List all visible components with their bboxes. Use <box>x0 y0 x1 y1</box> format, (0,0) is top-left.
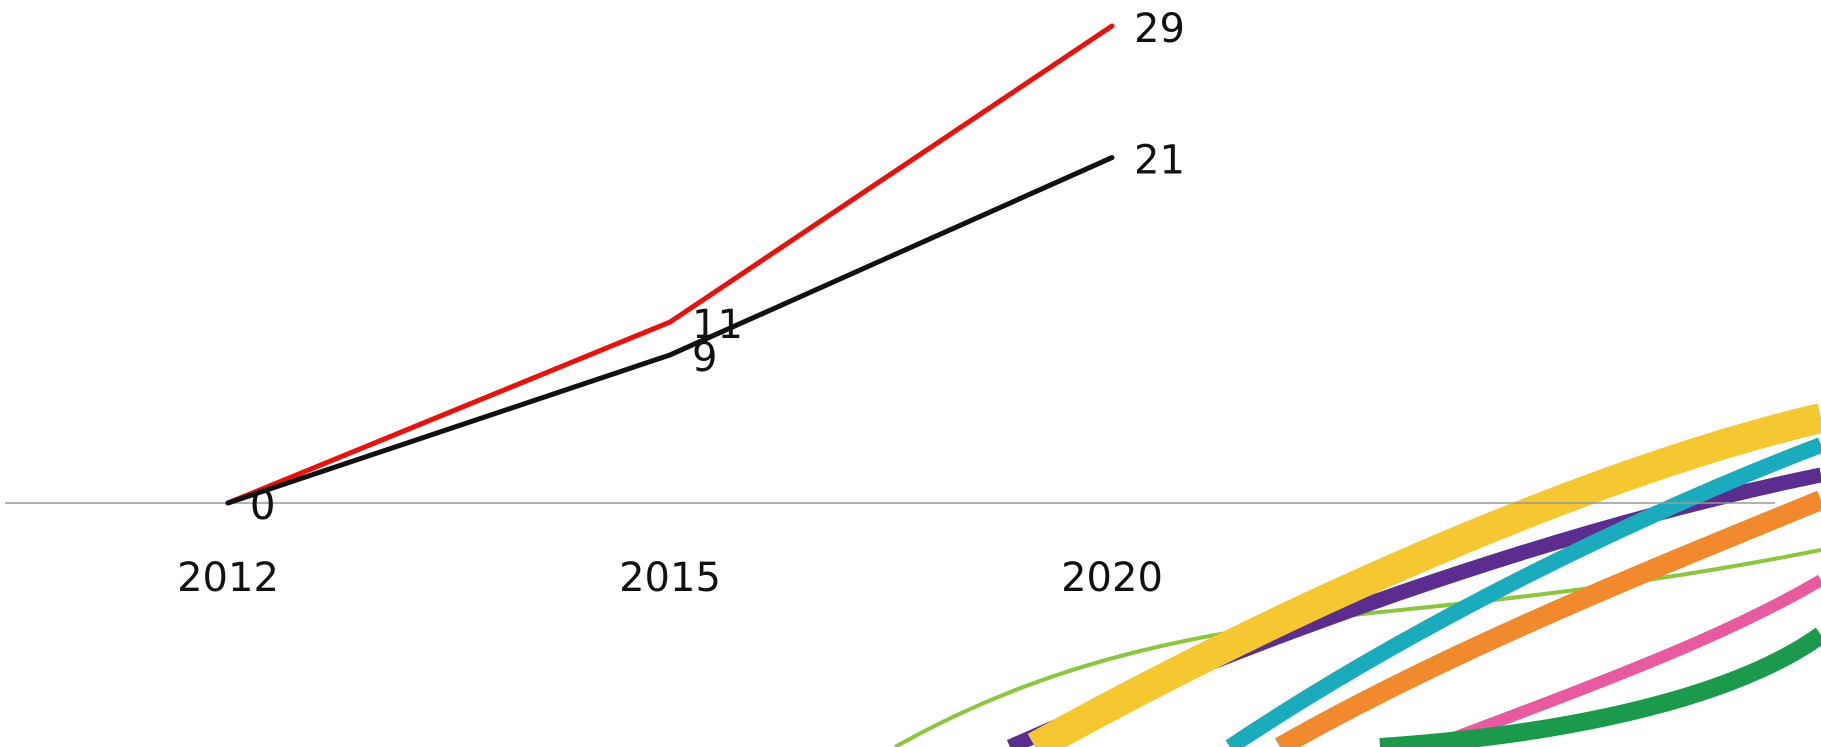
data-label: 9 <box>692 335 717 381</box>
ribbon <box>1275 490 1821 747</box>
ribbon <box>1225 437 1821 747</box>
x-tick-label: 2012 <box>177 555 279 601</box>
data-label: 0 <box>250 483 275 529</box>
ribbon <box>894 548 1821 747</box>
data-label: 11 <box>692 302 743 348</box>
x-tick-label: 2015 <box>619 555 721 601</box>
data-label: 29 <box>1134 6 1185 52</box>
data-label: 0 <box>250 483 275 529</box>
x-tick-label: 2020 <box>1061 555 1163 601</box>
decorative-ribbons <box>894 403 1821 747</box>
ribbon <box>1027 403 1821 747</box>
ribbon <box>1427 574 1821 747</box>
ribbon <box>1379 627 1821 747</box>
line <box>225 23 1115 506</box>
data-label: 21 <box>1134 138 1185 184</box>
line <box>225 155 1115 506</box>
